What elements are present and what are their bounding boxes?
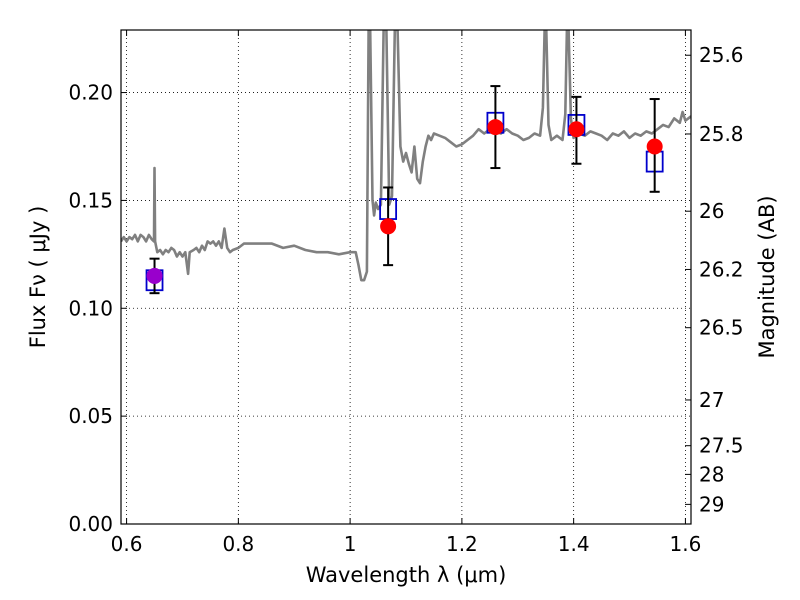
y-right-axis-title: Magnitude (AB) bbox=[755, 195, 779, 358]
x-tick-label: 1 bbox=[344, 532, 357, 556]
observed-photometry-point bbox=[487, 119, 504, 136]
y-tick-label: 0.00 bbox=[68, 512, 113, 536]
y-tick-label: 0.15 bbox=[68, 188, 113, 212]
x-tick-label: 1.6 bbox=[670, 532, 702, 556]
observed-photometry-point bbox=[646, 138, 663, 155]
y-right-tick-label: 26 bbox=[699, 199, 724, 223]
x-tick-label: 0.6 bbox=[111, 532, 143, 556]
observed-photometry-point bbox=[568, 121, 585, 138]
y-tick-label: 0.20 bbox=[68, 81, 113, 105]
y-right-tick-label: 27.5 bbox=[699, 434, 744, 458]
plot-area bbox=[121, 30, 691, 295]
observed-photometry-point bbox=[146, 267, 163, 284]
plot-frame bbox=[120, 29, 692, 525]
x-tick-label: 0.8 bbox=[222, 532, 254, 556]
observed-photometry-point bbox=[380, 218, 397, 235]
x-tick-label: 1.2 bbox=[446, 532, 478, 556]
y-tick-label: 0.10 bbox=[68, 296, 113, 320]
y-right-tick-label: 27 bbox=[699, 388, 724, 412]
y-tick-label: 0.05 bbox=[68, 404, 113, 428]
model-spectrum-line bbox=[121, 30, 691, 282]
y-axis-title: Flux Fν ( μJy ) bbox=[26, 206, 50, 349]
x-tick-label: 1.4 bbox=[558, 532, 590, 556]
x-axis-title: Wavelength λ (μm) bbox=[306, 563, 507, 587]
axis-ticks: 0.6 0.8 1 1.2 1.4 1.6 0.00 0.05 0.10 0.15 0.20 25.6… bbox=[68, 30, 744, 556]
y-right-tick-label: 26.2 bbox=[699, 257, 744, 281]
y-right-tick-label: 29 bbox=[699, 492, 724, 516]
grid bbox=[121, 30, 691, 525]
y-right-tick-label: 28 bbox=[699, 462, 724, 486]
y-right-tick-label: 25.6 bbox=[699, 43, 744, 67]
y-right-tick-label: 26.5 bbox=[699, 316, 744, 340]
y-right-tick-label: 25.8 bbox=[699, 122, 744, 146]
